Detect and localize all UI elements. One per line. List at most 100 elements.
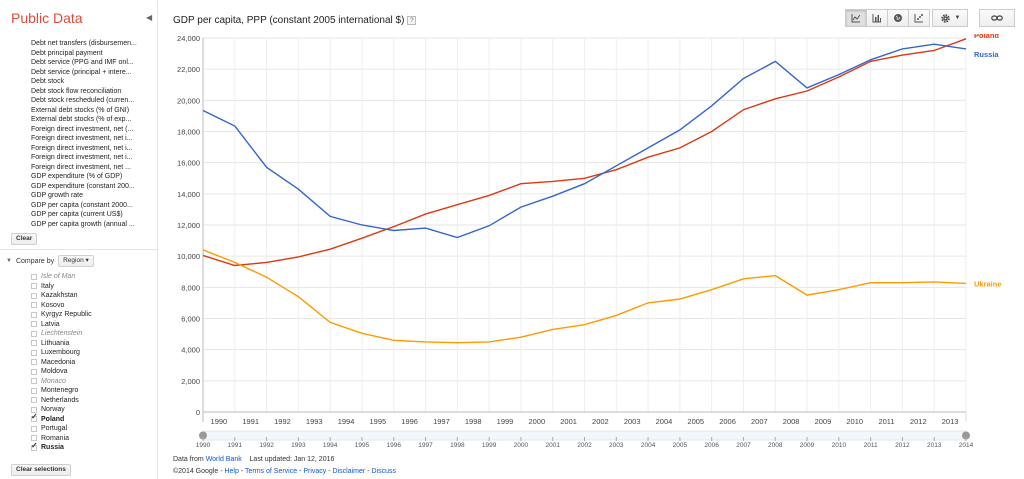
x-tick-label: 2013 <box>942 417 959 426</box>
indicator-item[interactable]: GDP per capita (constant 2000... <box>31 201 133 209</box>
series-line-ukraine[interactable] <box>202 249 967 344</box>
country-label: Kazakhstan <box>41 292 78 299</box>
discuss-link[interactable]: Discuss <box>371 468 396 475</box>
country-checkbox[interactable] <box>31 349 37 356</box>
slider-handle-right[interactable] <box>962 431 970 440</box>
indicator-item[interactable]: Debt stock <box>31 78 65 85</box>
country-label: Isle of Man <box>41 273 76 280</box>
world-bank-link[interactable]: World Bank <box>205 456 242 463</box>
indicator-item[interactable]: Debt stock flow reconciliation <box>31 87 122 95</box>
country-checkbox[interactable] <box>31 368 37 375</box>
country-item[interactable]: Kazakhstan <box>31 291 151 301</box>
slider-year-label: 2003 <box>609 442 624 449</box>
country-checkbox[interactable] <box>31 359 37 366</box>
indicator-item[interactable]: External debt stocks (% of exp... <box>31 116 132 123</box>
country-label: Norway <box>41 406 65 413</box>
indicator-item[interactable]: GDP expenditure (% of GDP) <box>31 173 123 180</box>
country-checkbox[interactable] <box>31 397 37 404</box>
clear-button[interactable]: Clear <box>11 233 38 245</box>
bar-chart-icon[interactable] <box>866 9 888 27</box>
country-checkbox[interactable] <box>31 441 38 451</box>
series-label-poland: Poland <box>974 34 999 40</box>
country-checkbox <box>31 330 37 337</box>
help-link[interactable]: Help <box>224 468 239 475</box>
series-label-ukraine: Ukraine <box>974 279 1002 288</box>
slider-year-label: 2010 <box>832 442 847 449</box>
slider-year-label: 1991 <box>228 442 243 449</box>
indicator-item[interactable]: Debt net transfers (disbursemen... <box>31 40 137 47</box>
country-item[interactable]: Netherlands <box>31 396 151 406</box>
indicator-item[interactable]: Foreign direct investment, net (... <box>31 125 134 133</box>
slider-handle-left[interactable] <box>199 431 207 440</box>
y-tick-label: 6,000 <box>181 315 200 324</box>
country-item[interactable]: Romania <box>31 434 151 444</box>
map-icon[interactable] <box>887 9 909 27</box>
indicator-item[interactable]: GDP growth rate <box>31 192 84 199</box>
country-checkbox[interactable] <box>31 311 37 318</box>
country-checkbox[interactable] <box>31 321 37 328</box>
x-tick-label: 1997 <box>433 417 450 426</box>
collapse-sidebar-icon[interactable]: ◀ <box>146 13 153 22</box>
slider-year-label: 2001 <box>545 442 560 449</box>
x-tick-label: 1991 <box>242 417 259 426</box>
gdp-line-chart[interactable]: 0 2,000 4,000 6,000 8,000 10,000 12,000 14,000 1… <box>160 34 1020 454</box>
indicator-item[interactable]: Foreign direct investment, net i... <box>31 154 133 161</box>
country-checkbox[interactable] <box>31 387 37 394</box>
country-checkbox[interactable] <box>31 340 37 347</box>
indicator-item[interactable]: Debt service (principal + intere... <box>31 68 132 76</box>
country-item[interactable]: Kyrgyz Republic <box>31 310 151 320</box>
settings-button[interactable]: ▼ <box>932 9 968 27</box>
disclaimer-link[interactable]: Disclaimer <box>332 468 366 475</box>
indicator-item[interactable]: Foreign direct investment, net ... <box>31 163 131 171</box>
x-tick-label: 1995 <box>370 417 387 426</box>
x-tick-label: 2002 <box>592 417 609 426</box>
country-checkbox[interactable] <box>31 302 37 309</box>
indicator-item[interactable]: Foreign direct investment, net i... <box>31 135 133 142</box>
indicator-item[interactable]: Debt stock rescheduled (curren... <box>31 97 135 104</box>
country-checkbox[interactable] <box>31 283 37 290</box>
indicator-item[interactable]: External debt stocks (% of GNI) <box>31 106 130 114</box>
series-line-poland[interactable] <box>202 38 967 267</box>
link-button[interactable] <box>979 9 1015 27</box>
country-label: Liechtenstein <box>41 330 83 337</box>
line-chart-icon[interactable] <box>845 9 867 27</box>
country-item[interactable]: Moldova <box>31 367 151 377</box>
country-list: Isle of Man Italy Kazakhstan Kosovo Kyrgyz R… <box>31 272 151 453</box>
country-item[interactable]: Luxembourg <box>31 348 151 358</box>
x-tick-label: 1993 <box>306 417 323 426</box>
privacy-link[interactable]: Privacy <box>303 468 327 475</box>
slider-year-label: 2002 <box>577 442 592 449</box>
country-checkbox[interactable] <box>31 412 38 423</box>
region-dropdown[interactable]: Region ▾ <box>58 255 94 267</box>
data-from-label: Data from <box>173 456 204 463</box>
country-checkbox[interactable] <box>31 425 37 432</box>
indicator-item[interactable]: GDP expenditure (constant 200... <box>31 182 135 190</box>
country-item[interactable]: Portugal <box>31 424 151 434</box>
country-item[interactable]: Macedonia <box>31 358 151 368</box>
country-item[interactable]: Norway <box>31 405 151 415</box>
country-checkbox[interactable] <box>31 292 37 299</box>
indicator-item[interactable]: GDP per capita growth (annual ... <box>31 220 135 228</box>
terms-link[interactable]: Terms of Service <box>245 468 298 475</box>
expand-triangle-icon[interactable]: ▼ <box>6 258 12 264</box>
indicator-item[interactable]: Debt principal payment <box>31 49 103 57</box>
country-item[interactable]: Montenegro <box>31 386 151 396</box>
indicator-item[interactable]: Debt service (PPG and IMF onl... <box>31 59 134 66</box>
clear-selections-button[interactable]: Clear selections <box>11 464 71 476</box>
indicator-item[interactable]: GDP per capita (current US$) <box>31 211 123 218</box>
country-item[interactable]: Russia <box>31 441 151 453</box>
country-item[interactable]: Kosovo <box>31 301 151 311</box>
country-item[interactable]: Lithuania <box>31 339 151 349</box>
slider-year-label: 1999 <box>482 442 497 449</box>
indicator-item[interactable]: Foreign direct investment, net i... <box>31 144 133 152</box>
country-item[interactable]: Poland <box>31 412 151 425</box>
country-item[interactable]: Latvia <box>31 320 151 330</box>
help-icon[interactable]: ? <box>407 15 417 25</box>
series-line-russia[interactable] <box>202 43 967 239</box>
indicator-list[interactable]: Debt net transfers (disbursemen... Debt p… <box>31 39 151 228</box>
y-tick-label: 20,000 <box>177 96 200 105</box>
app-brand[interactable]: Public Data <box>11 10 83 26</box>
slider-year-label: 1994 <box>323 442 338 449</box>
country-item[interactable]: Italy <box>31 282 151 292</box>
scatter-chart-icon[interactable] <box>908 9 930 27</box>
